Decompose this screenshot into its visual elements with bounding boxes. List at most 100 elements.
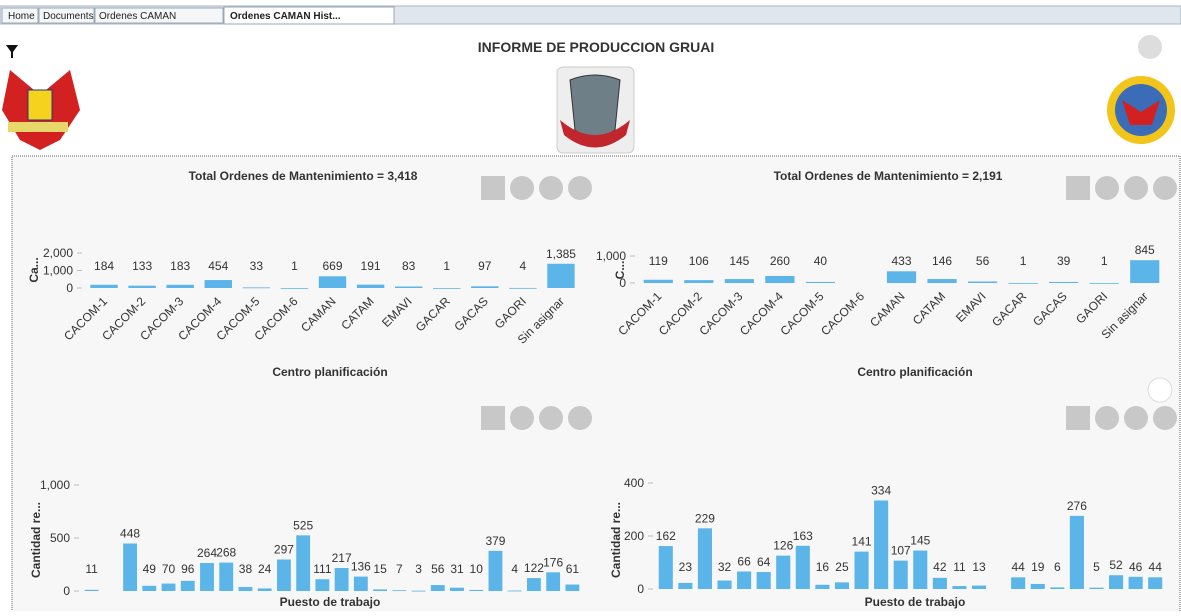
report-title: INFORME DE PRODUCCION GRUAI	[478, 39, 714, 55]
bar	[353, 576, 368, 591]
data-label: 7	[396, 562, 403, 576]
data-label: 176	[543, 555, 563, 569]
tab[interactable]	[1, 7, 39, 24]
data-label: 845	[1135, 243, 1155, 257]
tab-active[interactable]	[223, 6, 395, 25]
tab-label[interactable]: Ordenes CAMAN Hist...	[230, 11, 341, 22]
bar	[643, 279, 673, 283]
bar	[411, 590, 426, 592]
data-label: 1,385	[546, 247, 576, 261]
bar	[565, 584, 580, 591]
bar	[90, 284, 118, 288]
bar	[200, 563, 214, 591]
tool-button[interactable]	[539, 406, 563, 430]
tool-button[interactable]	[539, 176, 563, 200]
bar	[1130, 260, 1160, 283]
bar	[204, 280, 232, 288]
data-label: 191	[361, 259, 381, 273]
bar	[242, 287, 271, 289]
expand-button[interactable]	[1066, 176, 1090, 200]
bar	[1109, 575, 1124, 589]
bar	[717, 580, 732, 589]
data-label: 119	[649, 254, 668, 268]
bar	[546, 572, 561, 591]
bar	[1128, 576, 1143, 589]
x-axis-label: Puesto de trabajo	[280, 595, 381, 609]
y-tick-label: 0	[619, 276, 626, 290]
tab-label[interactable]: Home	[8, 11, 35, 22]
data-label: 163	[793, 529, 813, 543]
bar	[315, 579, 330, 591]
data-label: 11	[953, 560, 966, 574]
emblem-right	[1107, 76, 1175, 144]
tab-label[interactable]: Documents	[43, 11, 94, 22]
bar	[927, 279, 957, 283]
bar	[430, 585, 445, 591]
bar	[280, 287, 309, 289]
expand-button[interactable]	[481, 406, 505, 430]
bar	[678, 582, 693, 589]
tool-button[interactable]	[1153, 176, 1177, 200]
filter-icon[interactable]	[6, 45, 18, 58]
data-label: 66	[737, 555, 751, 569]
expand-button[interactable]	[481, 176, 505, 200]
y-tick-label: 400	[624, 476, 644, 490]
tool-button[interactable]	[1095, 176, 1119, 200]
bar	[180, 580, 195, 591]
menu-button[interactable]	[1138, 35, 1162, 59]
y-tick-label: 1,000	[596, 249, 626, 263]
data-label: 13	[972, 560, 986, 574]
x-axis-label: Centro planificación	[272, 365, 387, 379]
tool-button[interactable]	[568, 406, 592, 430]
bar	[893, 560, 908, 589]
next-button[interactable]	[1147, 377, 1173, 403]
bar	[527, 578, 541, 591]
bar	[756, 572, 771, 589]
data-label: 44	[1149, 560, 1163, 574]
data-label: 126	[773, 539, 793, 553]
bar	[394, 286, 423, 288]
data-label: 184	[94, 259, 114, 273]
bar	[932, 577, 947, 589]
tool-button[interactable]	[1153, 406, 1177, 430]
y-tick-label: 1,000	[43, 264, 73, 278]
tab[interactable]	[38, 7, 95, 24]
bar	[886, 271, 917, 283]
y-tick-label: 0	[637, 582, 644, 596]
data-label: 217	[332, 551, 352, 565]
tool-button[interactable]	[510, 406, 534, 430]
bar	[161, 583, 176, 591]
bar	[238, 586, 253, 591]
bar	[1050, 587, 1065, 589]
tool-button[interactable]	[1095, 406, 1119, 430]
tool-button[interactable]	[1124, 176, 1148, 200]
data-label: 1	[443, 259, 450, 273]
data-label: 3	[415, 562, 422, 576]
tool-button[interactable]	[1124, 406, 1148, 430]
data-label: 669	[322, 259, 342, 273]
tab[interactable]	[94, 7, 224, 24]
y-tick-label: 500	[50, 531, 70, 545]
expand-button[interactable]	[1066, 406, 1090, 430]
x-axis-label: Centro planificación	[857, 365, 972, 379]
bar	[469, 589, 484, 591]
data-label: 1	[1101, 254, 1108, 268]
tool-button[interactable]	[568, 176, 592, 200]
bar	[1148, 577, 1163, 589]
dashboard-panel	[11, 155, 1181, 616]
tool-button[interactable]	[510, 176, 534, 200]
bar	[1069, 515, 1084, 589]
tab-label[interactable]: Ordenes CAMAN	[99, 11, 176, 22]
bar	[84, 589, 99, 591]
data-label: 276	[1067, 499, 1087, 513]
y-tick-label: 1,000	[40, 478, 70, 492]
bar	[1030, 583, 1045, 589]
data-label: 52	[1109, 558, 1123, 572]
data-label: 56	[431, 562, 445, 576]
bar	[166, 284, 194, 288]
data-label: 25	[835, 560, 849, 574]
bar	[952, 586, 967, 589]
y-tick-label: 2,000	[43, 246, 73, 260]
data-label: 379	[485, 534, 505, 548]
data-label: 162	[656, 529, 676, 543]
